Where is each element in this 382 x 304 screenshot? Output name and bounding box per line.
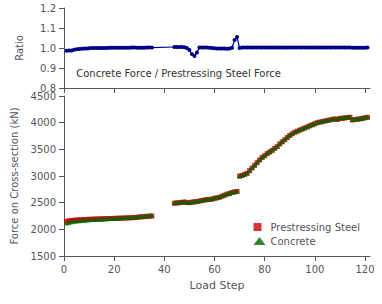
svg-text:0: 0 [61,264,67,275]
svg-text:1.0: 1.0 [40,43,56,54]
svg-text:0.9: 0.9 [40,63,56,74]
svg-text:2500: 2500 [31,197,56,208]
svg-text:Prestressing Steel: Prestressing Steel [271,222,361,233]
svg-text:4500: 4500 [31,91,56,102]
svg-text:Concrete: Concrete [271,236,316,247]
svg-text:Ratio: Ratio [14,35,25,61]
svg-text:1500: 1500 [31,251,56,262]
svg-text:0.8: 0.8 [40,82,56,94]
svg-text:80: 80 [258,264,271,275]
svg-text:4000: 4000 [31,117,56,128]
svg-text:Force on Cross-section (kN): Force on Cross-section (kN) [9,107,20,244]
svg-text:60: 60 [208,264,221,275]
svg-text:1.1: 1.1 [40,23,56,34]
svg-text:20: 20 [108,264,121,275]
svg-text:3500: 3500 [31,144,56,155]
svg-text:2000: 2000 [31,224,56,235]
svg-text:40: 40 [158,264,171,275]
svg-text:Concrete Force / Prestressing: Concrete Force / Prestressing Steel Forc… [76,68,281,79]
svg-text:3000: 3000 [31,171,56,182]
svg-text:Load Step: Load Step [190,279,245,292]
svg-text:120: 120 [355,264,374,275]
svg-text:1.2: 1.2 [40,3,56,14]
svg-text:100: 100 [305,264,324,275]
